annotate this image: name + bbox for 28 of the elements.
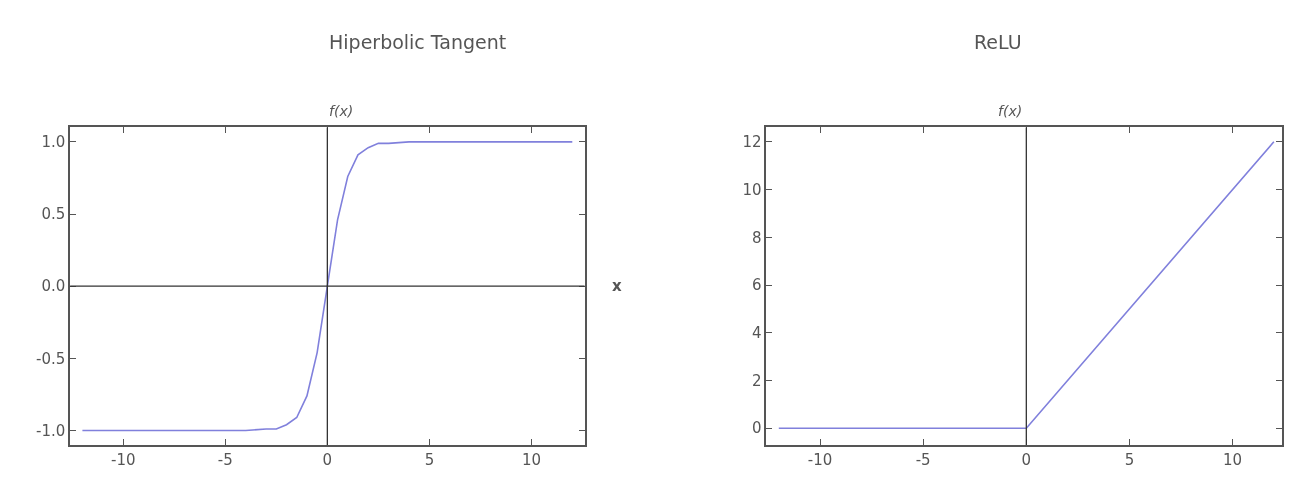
x-tick-label: 5 <box>424 450 435 469</box>
x-tick-label: 5 <box>1124 450 1135 469</box>
y-tick-label: 4 <box>752 323 762 342</box>
x-tick-label: -5 <box>915 450 931 469</box>
y-tick-label: -1.0 <box>36 421 66 440</box>
x-axis-title: x <box>612 277 622 295</box>
line-series <box>81 141 574 432</box>
y-tick-label: 0 <box>752 419 762 438</box>
x-tick-label: 0 <box>1021 450 1032 469</box>
y-tick-label: -0.5 <box>36 349 66 368</box>
y-tick-label: 12 <box>742 133 762 152</box>
y-tick-label: 10 <box>742 180 762 199</box>
x-tick-label: -5 <box>217 450 233 469</box>
x-tick-label: 0 <box>322 450 333 469</box>
y-axis-title: f(x) <box>998 103 1023 119</box>
x-tick-label: -10 <box>807 450 833 469</box>
y-tick-label: 2 <box>752 371 762 390</box>
chart-title: Hiperbolic Tangent <box>329 31 507 53</box>
y-tick-label: 0.0 <box>41 277 66 296</box>
x-tick-label: 10 <box>521 450 542 469</box>
y-tick-label: 0.5 <box>41 205 66 224</box>
y-tick-label: 8 <box>752 228 762 247</box>
y-axis-title: f(x) <box>329 103 354 119</box>
y-tick-label: 1.0 <box>41 133 66 152</box>
x-tick-label: -10 <box>110 450 136 469</box>
chart-title: ReLU <box>974 31 1022 53</box>
x-tick-label: 10 <box>1223 450 1243 469</box>
y-tick-label: 6 <box>752 276 762 295</box>
